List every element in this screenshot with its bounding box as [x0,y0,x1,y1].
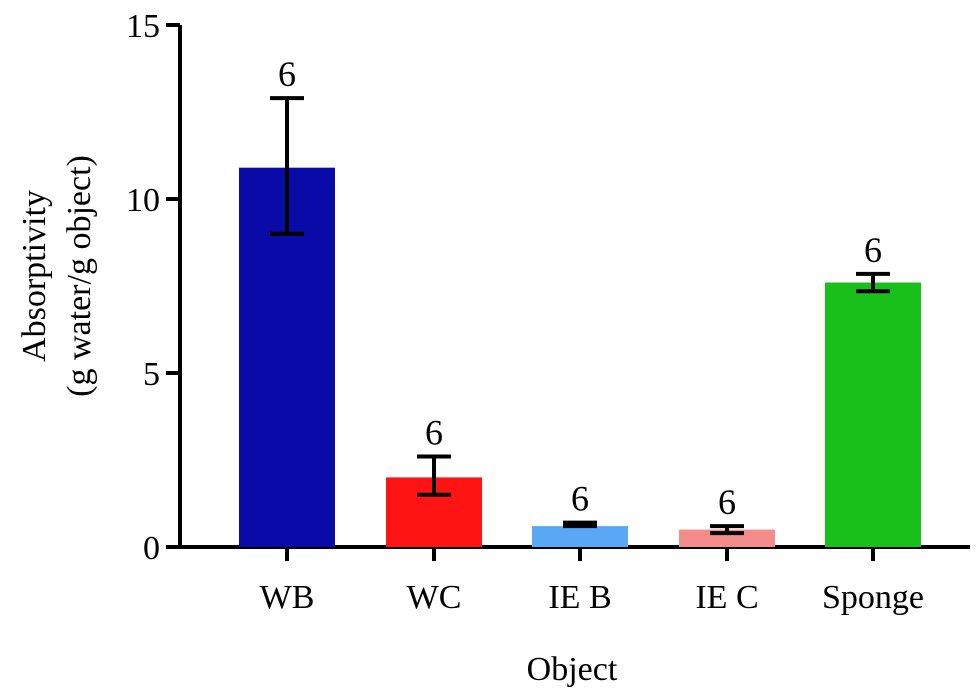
sample-size-label: 6 [571,479,589,519]
error-bar [563,520,597,529]
error-bar [710,524,744,536]
y-tick-label: 5 [143,356,160,393]
x-tick-label: IE C [695,579,758,616]
y-axis-title-line: Absorptivity [16,190,53,362]
x-tick-label: WB [260,579,315,616]
error-bar [856,271,890,294]
y-axis-title-line: (g water/g object) [61,155,98,397]
x-axis: WB WC IE B IE C Sponge [178,545,970,616]
bar [825,282,921,547]
sample-size-label: 6 [864,230,882,270]
error-bars [270,96,890,536]
bar [679,529,775,547]
y-tick-label: 0 [143,530,160,567]
x-tick-label: Sponge [822,579,924,616]
y-axis: 0 5 10 15 [126,8,182,567]
bar [532,526,628,547]
error-bar [270,96,304,236]
y-tick-label: 15 [126,8,160,45]
x-tick-label: IE B [548,579,611,616]
sample-size-label: 6 [718,482,736,522]
bars [239,167,921,547]
n-labels: 6 6 6 6 6 [278,54,882,522]
y-axis-title: Absorptivity (g water/g object) [16,155,98,397]
y-tick-label: 10 [126,182,160,219]
x-axis-title: Object [527,651,618,688]
x-tick-label: WC [407,579,462,616]
sample-size-label: 6 [425,413,443,453]
sample-size-label: 6 [278,54,296,94]
error-bar [417,454,451,497]
